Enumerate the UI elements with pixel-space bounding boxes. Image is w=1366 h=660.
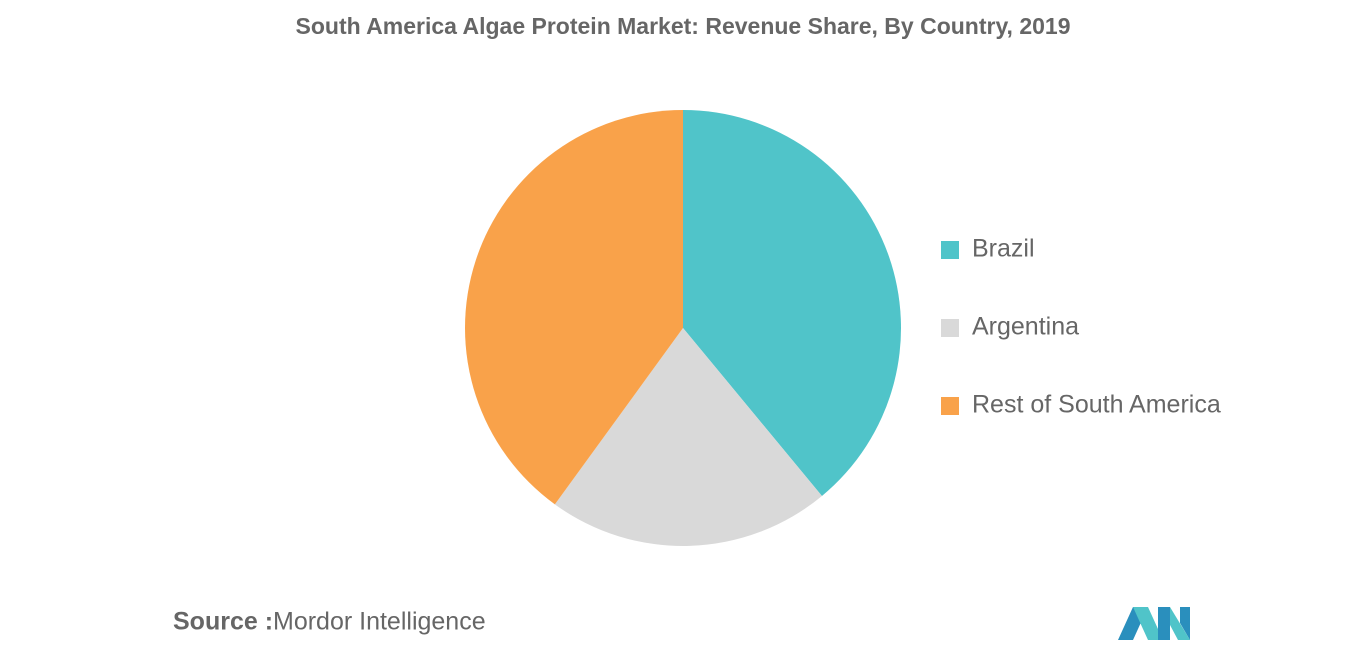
chart-title: South America Algae Protein Market: Reve… [296,13,1071,39]
legend-swatch [941,397,959,415]
pie-slice [465,110,683,505]
legend-swatch [941,319,959,337]
legend-label: Brazil [972,235,1035,263]
pie-slice [554,328,822,546]
logo [1118,607,1190,640]
legend-swatch [941,241,959,259]
source-text: Mordor Intelligence [273,608,486,636]
pie-slice [683,110,901,496]
legend-label: Rest of South America [972,391,1221,419]
source-label: Source : [173,608,273,636]
legend-label: Argentina [972,313,1079,341]
